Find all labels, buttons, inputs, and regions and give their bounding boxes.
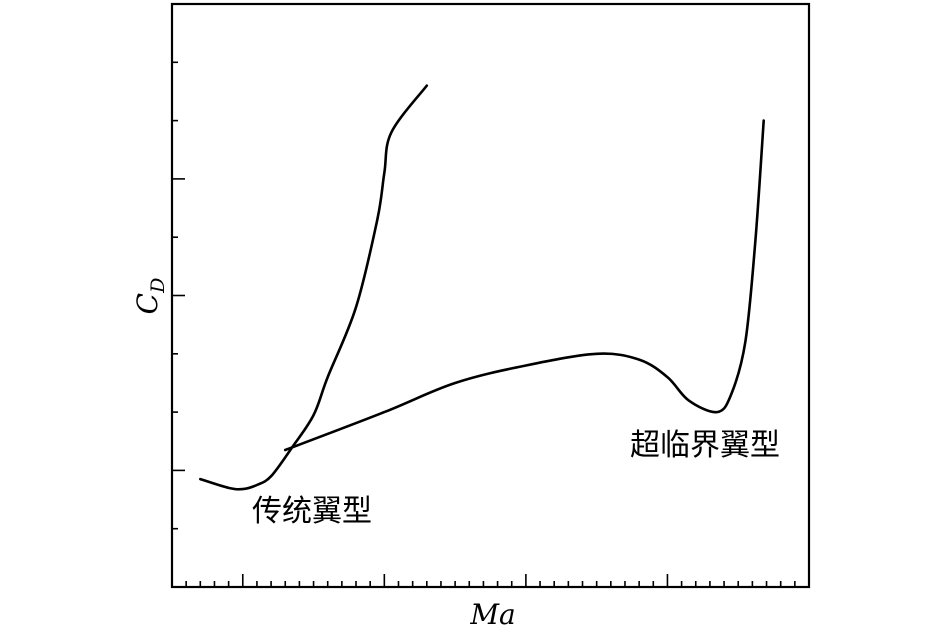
y-axis-label-subscript: D	[147, 278, 169, 294]
x-axis-label: Ma	[469, 598, 515, 631]
chart-series	[199, 84, 765, 491]
annotation-conventional-airfoil: 传统翼型	[252, 494, 372, 529]
annotation-supercritical-airfoil: 超临界翼型	[630, 428, 780, 463]
svg-text:CD: CD	[131, 278, 169, 315]
y-axis-label-main: C	[131, 293, 164, 314]
series-line-supercritical-airfoil	[283, 119, 765, 452]
y-axis-label: CD	[131, 278, 169, 315]
plot-frame	[170, 2, 811, 589]
series-line-conventional-airfoil	[199, 84, 429, 491]
